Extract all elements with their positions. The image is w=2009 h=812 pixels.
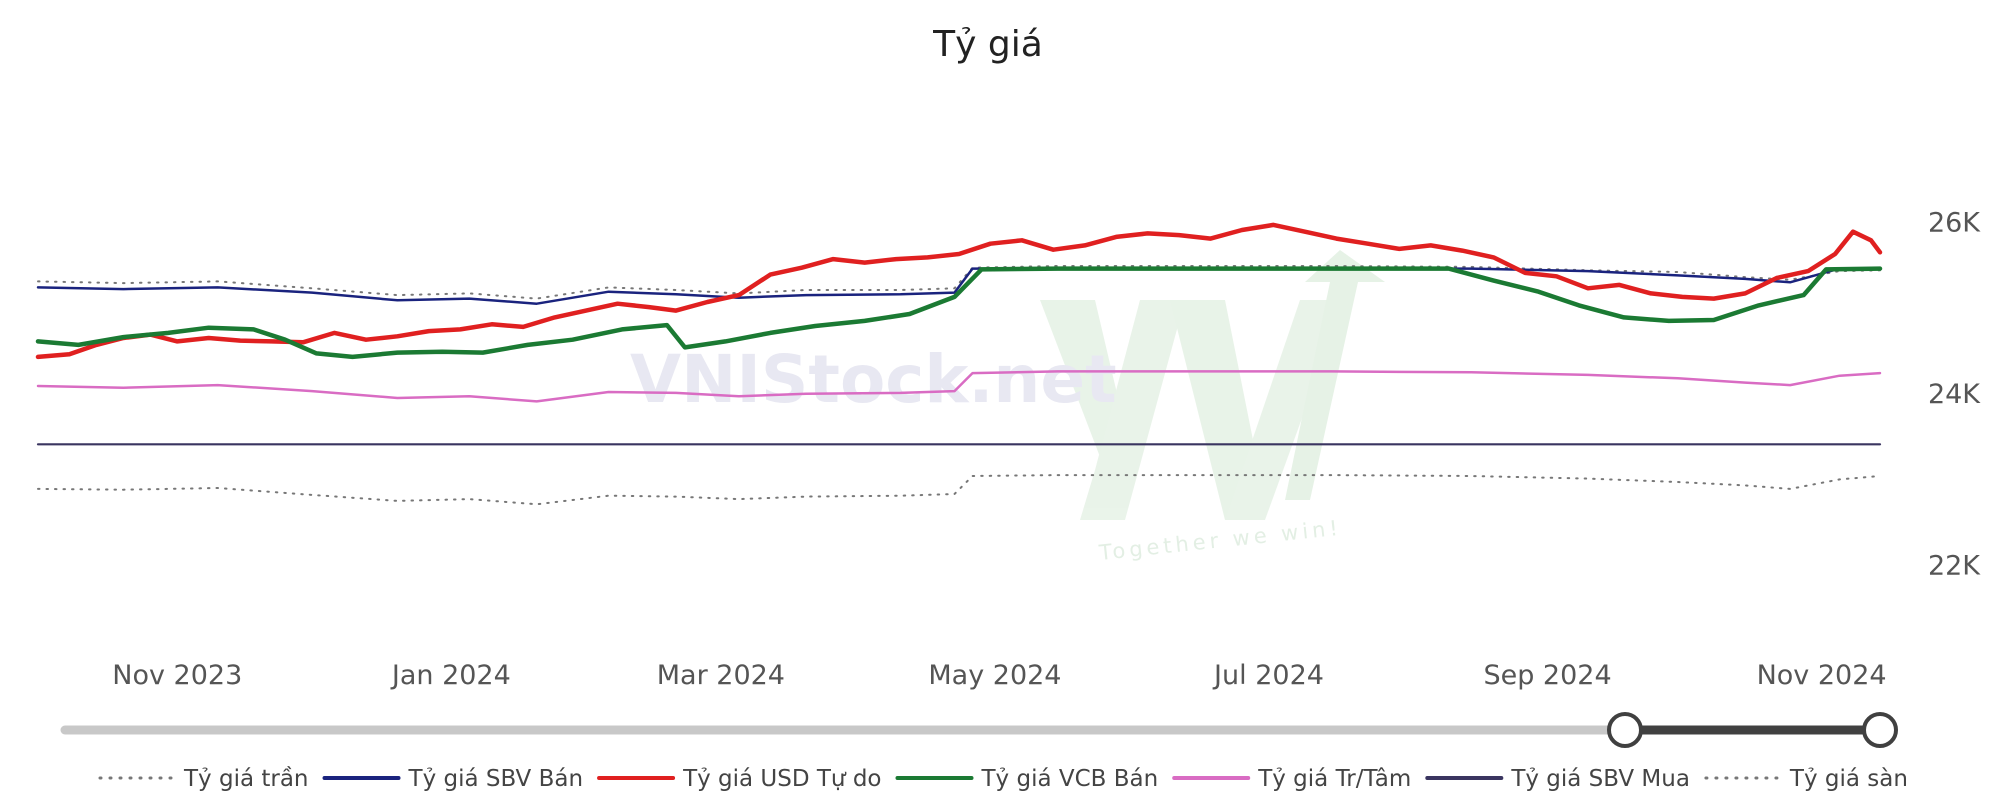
slider-handle-start[interactable] bbox=[1607, 712, 1643, 748]
legend-item-ty-gia-tr-tam[interactable]: Tỷ giá Tr/Tâm bbox=[1172, 766, 1411, 792]
series-line-ty-gia-sbv-ban bbox=[36, 267, 1882, 305]
legend-label: Tỷ giá SBV Bán bbox=[408, 766, 584, 792]
series-line-ty-gia-vcb-ban bbox=[35, 266, 1883, 360]
x-tick-label: Jul 2024 bbox=[1212, 660, 1324, 691]
x-tick-label: Nov 2024 bbox=[1757, 660, 1887, 691]
series-line-ty-gia-usd-tu-do bbox=[35, 222, 1883, 360]
x-tick-label: Nov 2023 bbox=[112, 660, 242, 691]
x-axis: Nov 2023 Jan 2024 Mar 2024 May 2024 Jul 2024… bbox=[112, 660, 1886, 691]
series-line-ty-gia-san bbox=[37, 474, 1881, 506]
y-tick-label: 22K bbox=[1928, 550, 1981, 581]
series-layer bbox=[35, 222, 1883, 506]
y-tick-label: 24K bbox=[1928, 379, 1981, 410]
legend-item-ty-gia-sbv-mua[interactable]: Tỷ giá SBV Mua bbox=[1425, 766, 1690, 792]
x-tick-label: Jan 2024 bbox=[390, 660, 511, 691]
date-range-slider[interactable] bbox=[60, 712, 1898, 748]
y-axis: 22K 24K 26K bbox=[1928, 207, 1981, 581]
slider-handle-end[interactable] bbox=[1862, 712, 1898, 748]
legend-item-ty-gia-usd-tu-do[interactable]: Tỷ giá USD Tự do bbox=[597, 766, 882, 792]
watermark-slogan-text: Together we win! bbox=[1097, 516, 1343, 565]
legend-item-ty-gia-tran[interactable]: Tỷ giá trần bbox=[98, 766, 309, 792]
legend-item-ty-gia-vcb-ban[interactable]: Tỷ giá VCB Bán bbox=[895, 766, 1159, 792]
legend-item-ty-gia-sbv-ban[interactable]: Tỷ giá SBV Bán bbox=[322, 766, 584, 792]
watermark-logo bbox=[1040, 250, 1385, 520]
x-tick-label: Sep 2024 bbox=[1483, 660, 1611, 691]
legend-label: Tỷ giá Tr/Tâm bbox=[1257, 766, 1411, 792]
watermark-site-text: VNIStock.net bbox=[630, 341, 1117, 418]
legend-label: Tỷ giá SBV Mua bbox=[1510, 766, 1690, 792]
x-tick-label: May 2024 bbox=[928, 660, 1061, 691]
series-line-ty-gia-tr-tam bbox=[36, 370, 1882, 403]
legend-label: Tỷ giá sàn bbox=[1789, 766, 1908, 792]
chart-title: Tỷ giá bbox=[932, 24, 1043, 65]
legend-label: Tỷ giá USD Tự do bbox=[682, 766, 881, 792]
legend-item-ty-gia-san[interactable]: Tỷ giá sàn bbox=[1704, 766, 1908, 792]
y-tick-label: 26K bbox=[1928, 207, 1981, 238]
legend-label: Tỷ giá VCB Bán bbox=[981, 766, 1159, 792]
legend: Tỷ giá trần Tỷ giá SBV Bán Tỷ giá USD Tự d… bbox=[98, 766, 1908, 792]
watermark: VNIStock.net Together we win! bbox=[630, 250, 1385, 565]
x-tick-label: Mar 2024 bbox=[657, 660, 785, 691]
legend-label: Tỷ giá trần bbox=[183, 766, 309, 792]
